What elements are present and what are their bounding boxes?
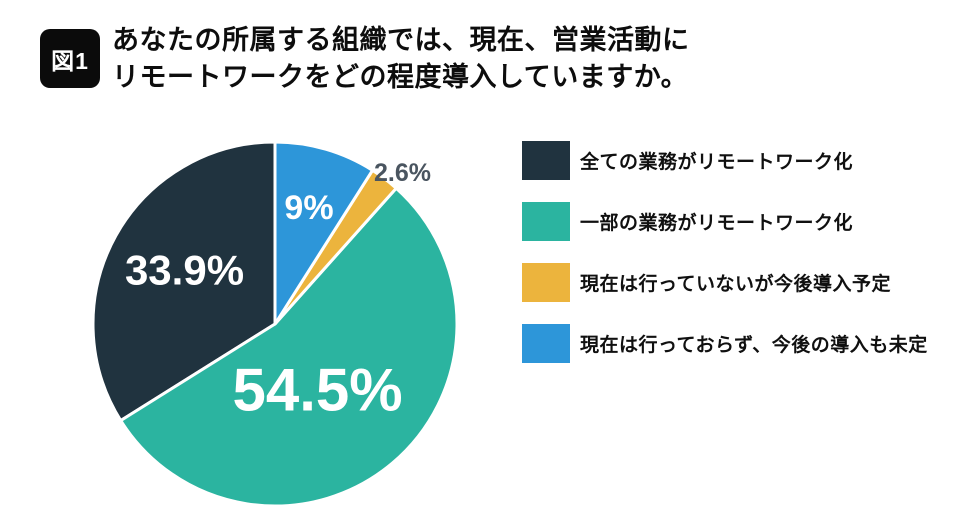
pie-slice-value-label-3: 2.6% <box>374 159 431 187</box>
pie-chart: 33.9% 54.5% 2.6% 9% <box>91 140 459 508</box>
legend-swatch-2 <box>522 202 570 241</box>
legend-label-4: 現在は行っておらず、今後の導入も未定 <box>580 335 928 356</box>
legend-swatch-3 <box>522 263 570 302</box>
pie-slice-4 <box>273 140 375 326</box>
legend-item-1: 全ての業務がリモートワーク化 <box>522 141 928 180</box>
figure-title-line-1: あなたの所属する組織では、現在、営業活動に <box>112 25 690 55</box>
chart-legend: 全ての業務がリモートワーク化 一部の業務がリモートワーク化現在は行っていないが今後… <box>522 141 928 385</box>
legend-label-2: 一部の業務がリモートワーク化 <box>580 213 854 234</box>
legend-label-1: 全ての業務がリモートワーク化 <box>580 152 854 173</box>
legend-item-4: 現在は行っておらず、今後の導入も未定 <box>522 324 928 363</box>
figure-title: あなたの所属する組織では、現在、営業活動に リモートワークをどの程度導入していま… <box>112 22 690 96</box>
legend-swatch-4 <box>522 324 570 363</box>
figure-title-line-2: リモートワークをどの程度導入していますか。 <box>112 62 689 92</box>
legend-label-3: 現在は行っていないが今後導入予定 <box>580 274 892 295</box>
pie-slice-value-label-4: 9% <box>284 189 333 227</box>
legend-item-2: 一部の業務がリモートワーク化 <box>522 202 928 241</box>
legend-item-3: 現在は行っていないが今後導入予定 <box>522 263 928 302</box>
legend-swatch-1 <box>522 141 570 180</box>
pie-slice-value-label-1: 33.9% <box>125 246 244 293</box>
pie-slice-value-label-2: 54.5% <box>233 357 403 424</box>
pie-slice-2 <box>119 186 459 508</box>
figure-badge: 図1 <box>40 29 100 88</box>
